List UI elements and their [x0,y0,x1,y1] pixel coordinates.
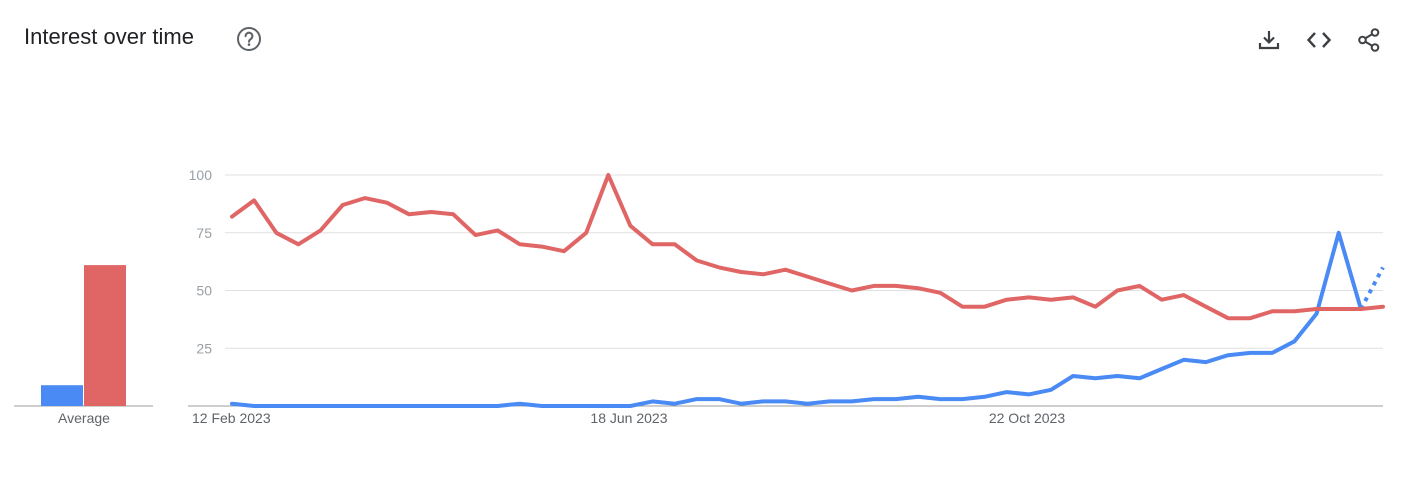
help-circle-icon[interactable] [236,26,262,52]
x-tick-label: 12 Feb 2023 [192,410,271,426]
chart-title: Interest over time [24,24,194,49]
chart-header: Interest over time [0,0,1409,80]
code-icon[interactable] [1306,27,1332,53]
x-tick-label: 18 Jun 2023 [590,410,667,426]
average-bar-1 [41,385,83,406]
series-line-2 [230,173,1385,321]
x-tick-label: 22 Oct 2023 [989,410,1065,426]
series-line-1-partial [1359,266,1385,310]
series-line-1 [230,230,1363,408]
average-label: Average [58,410,110,426]
y-tick-label: 50 [196,283,212,299]
y-tick-label: 75 [196,225,212,241]
y-tick-label: 100 [189,167,213,183]
share-icon[interactable] [1356,27,1382,53]
y-tick-label: 25 [196,340,212,356]
download-icon[interactable] [1256,27,1282,53]
average-bar-2 [84,265,126,406]
